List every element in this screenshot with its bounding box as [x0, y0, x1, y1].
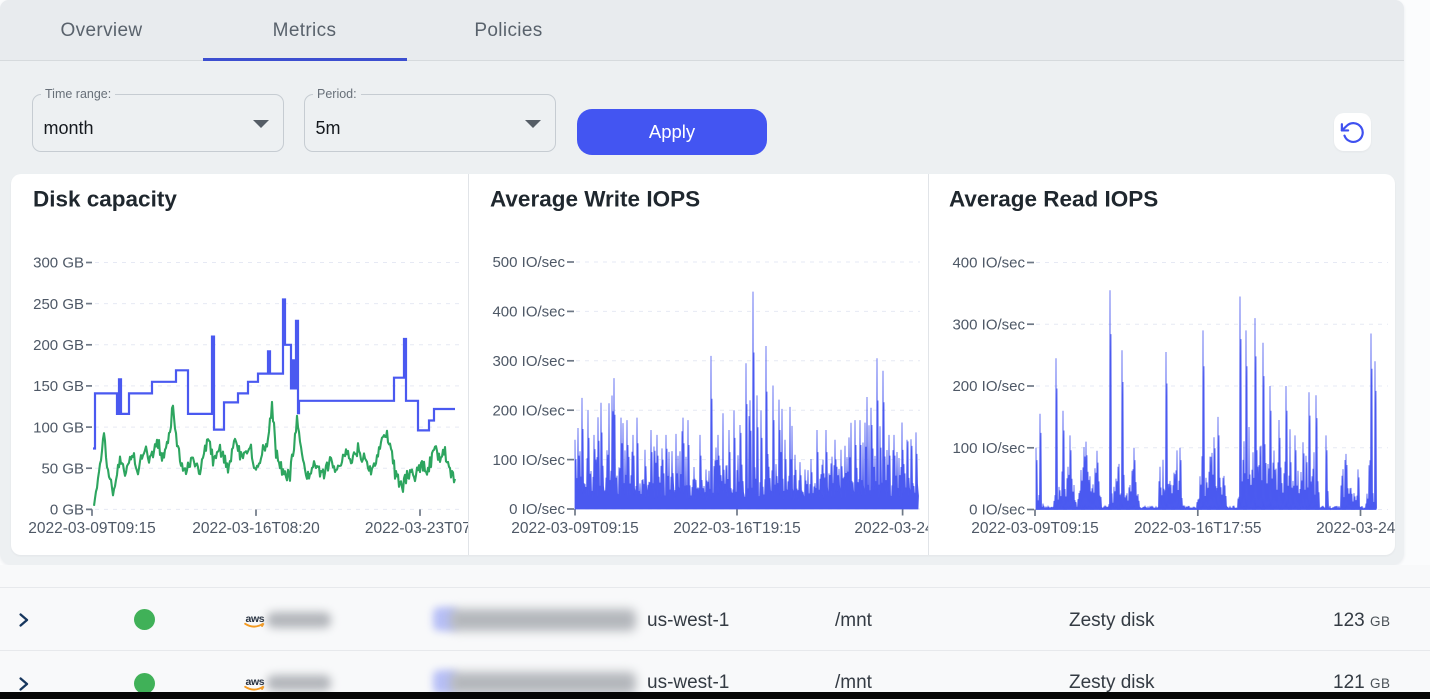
svg-text:400 IO/sec: 400 IO/sec [492, 304, 565, 321]
svg-text:Average Write IOPS: Average Write IOPS [490, 187, 700, 212]
svg-text:250 GB: 250 GB [33, 296, 84, 313]
svg-text:aws: aws [246, 613, 265, 625]
svg-text:100 GB: 100 GB [33, 419, 84, 436]
svg-text:2022-03-16T17:55: 2022-03-16T17:55 [1134, 520, 1262, 537]
svg-text:2022-03-24T: 2022-03-24T [1316, 520, 1395, 537]
svg-text:2022-03-16T19:15: 2022-03-16T19:15 [673, 520, 801, 537]
svg-text:500 IO/sec: 500 IO/sec [492, 254, 565, 271]
svg-text:2022-03-16T08:20: 2022-03-16T08:20 [192, 520, 320, 537]
svg-text:Average Read IOPS: Average Read IOPS [949, 187, 1158, 212]
svg-text:2022-03-24: 2022-03-24 [854, 520, 928, 537]
svg-text:0 IO/sec: 0 IO/sec [509, 501, 565, 518]
svg-text:2022-03-09T09:15: 2022-03-09T09:15 [28, 520, 156, 537]
svg-text:200 GB: 200 GB [33, 337, 84, 354]
svg-text:200 IO/sec: 200 IO/sec [492, 402, 565, 419]
svg-text:aws: aws [246, 676, 265, 688]
svg-text:100 IO/sec: 100 IO/sec [492, 452, 565, 469]
svg-text:0 IO/sec: 0 IO/sec [969, 502, 1025, 519]
svg-text:150 GB: 150 GB [33, 378, 84, 395]
svg-text:2022-03-23T07:: 2022-03-23T07: [365, 520, 468, 537]
svg-text:Disk capacity: Disk capacity [33, 187, 177, 212]
svg-text:0 GB: 0 GB [50, 502, 84, 519]
svg-text:300 GB: 300 GB [33, 255, 84, 272]
svg-text:2022-03-09T09:15: 2022-03-09T09:15 [511, 520, 639, 537]
svg-text:100 IO/sec: 100 IO/sec [952, 440, 1025, 457]
svg-text:300 IO/sec: 300 IO/sec [492, 353, 565, 370]
svg-text:2022-03-09T09:15: 2022-03-09T09:15 [971, 520, 1099, 537]
svg-text:400 IO/sec: 400 IO/sec [952, 255, 1025, 272]
svg-text:200 IO/sec: 200 IO/sec [952, 378, 1025, 395]
svg-text:300 IO/sec: 300 IO/sec [952, 316, 1025, 333]
svg-text:50 GB: 50 GB [41, 460, 84, 477]
